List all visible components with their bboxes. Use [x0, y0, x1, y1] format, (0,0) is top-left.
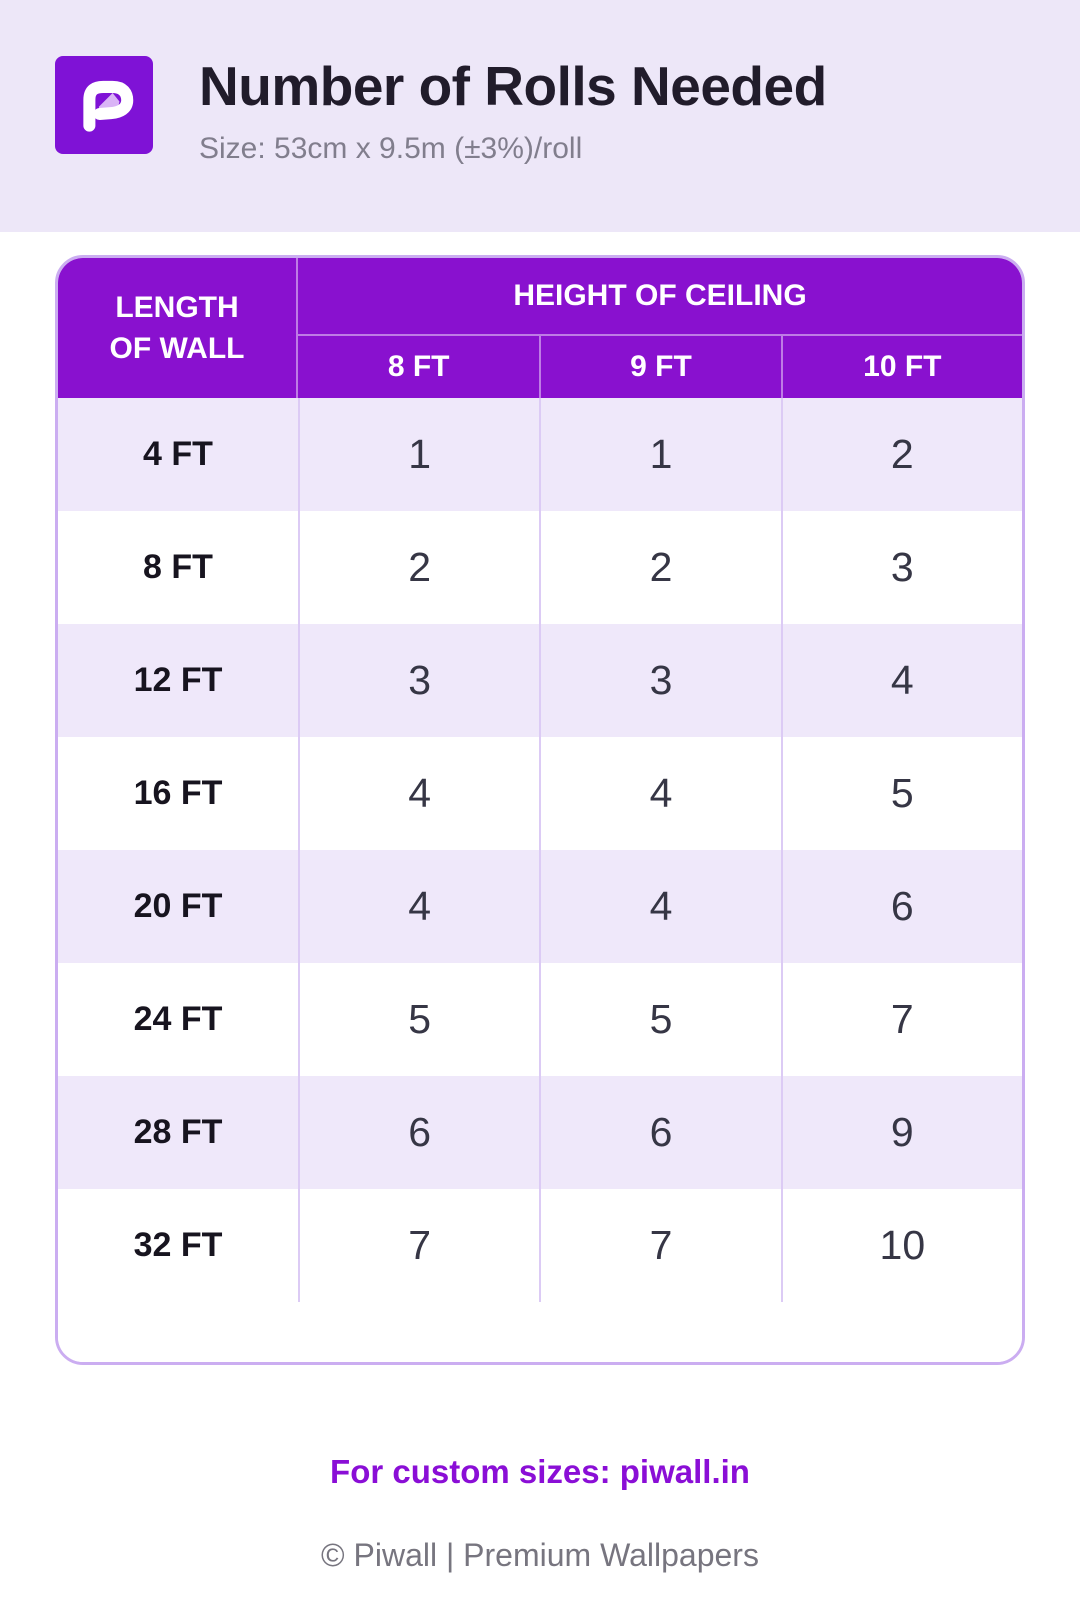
rolls-table-card: LENGTH OF WALL HEIGHT OF CEILING 8 FT 9 … — [55, 255, 1025, 1365]
copyright-text: © Piwall | Premium Wallpapers — [321, 1537, 759, 1573]
row-label: 20 FT — [133, 887, 223, 925]
corner-line1: LENGTH — [115, 290, 239, 324]
row-label: 4 FT — [143, 435, 213, 473]
row-value: 3 — [780, 511, 1022, 624]
piwall-p-icon — [83, 80, 134, 132]
row-value: 5 — [539, 963, 780, 1076]
table-row: 12 FT 3 3 4 — [58, 624, 1022, 737]
row-value: 7 — [780, 963, 1022, 1076]
row-value: 2 — [780, 398, 1022, 511]
table-row: 4 FT 1 1 2 — [58, 398, 1022, 511]
table-row: 28 FT 6 6 9 — [58, 1076, 1022, 1189]
row-value: 6 — [780, 850, 1022, 963]
row-value: 3 — [539, 624, 780, 737]
custom-sizes-link: For custom sizes: piwall.in — [330, 1453, 750, 1490]
table-body: 4 FT 1 1 2 8 FT 2 2 3 12 FT 3 3 4 16 FT … — [58, 398, 1022, 1302]
table-row: 32 FT 7 7 10 — [58, 1189, 1022, 1302]
row-value: 4 — [298, 850, 539, 963]
row-value: 4 — [539, 737, 780, 850]
column-header-9ft: 9 FT — [539, 336, 780, 398]
column-header-length-of-wall: LENGTH OF WALL — [58, 258, 298, 398]
row-value: 10 — [780, 1189, 1022, 1302]
row-label: 8 FT — [143, 548, 213, 586]
row-label: 32 FT — [133, 1226, 223, 1264]
footer: For custom sizes: piwall.in © Piwall | P… — [0, 1453, 1080, 1574]
column-header-8ft: 8 FT — [387, 350, 450, 383]
row-label: 16 FT — [133, 774, 223, 812]
table-row: 16 FT 4 4 5 — [58, 737, 1022, 850]
column-header-10ft: 10 FT — [780, 336, 1022, 398]
row-label: 12 FT — [133, 661, 223, 699]
row-value: 4 — [298, 737, 539, 850]
table-row: 8 FT 2 2 3 — [58, 511, 1022, 624]
table-header: LENGTH OF WALL HEIGHT OF CEILING 8 FT 9 … — [58, 258, 1022, 398]
row-label: 28 FT — [133, 1113, 223, 1151]
row-value: 4 — [780, 624, 1022, 737]
row-value: 3 — [298, 624, 539, 737]
row-value: 2 — [539, 511, 780, 624]
sub-header-row: 8 FT 9 FT 10 FT — [298, 336, 1022, 398]
header-band: Number of Rolls Needed Size: 53cm x 9.5m… — [0, 0, 1080, 232]
group-header-height-of-ceiling: HEIGHT OF CEILING — [298, 258, 1022, 336]
corner-line2: OF WALL — [109, 332, 245, 365]
row-label: 24 FT — [133, 1000, 223, 1038]
piwall-logo — [55, 56, 153, 154]
page-title: Number of Rolls Needed — [199, 55, 827, 117]
row-value: 1 — [539, 398, 780, 511]
header-right: HEIGHT OF CEILING 8 FT 9 FT 10 FT — [298, 258, 1022, 398]
row-value: 2 — [298, 511, 539, 624]
row-value: 7 — [539, 1189, 780, 1302]
title-block: Number of Rolls Needed Size: 53cm x 9.5m… — [199, 56, 827, 166]
table-row: 24 FT 5 5 7 — [58, 963, 1022, 1076]
row-value: 5 — [780, 737, 1022, 850]
row-value: 6 — [539, 1076, 780, 1189]
page-subtitle: Size: 53cm x 9.5m (±3%)/roll — [199, 131, 583, 165]
row-value: 6 — [298, 1076, 539, 1189]
row-value: 7 — [298, 1189, 539, 1302]
row-value: 1 — [298, 398, 539, 511]
row-value: 5 — [298, 963, 539, 1076]
row-value: 9 — [780, 1076, 1022, 1189]
card-bottom-padding — [58, 1302, 1022, 1362]
row-value: 4 — [539, 850, 780, 963]
table-row: 20 FT 4 4 6 — [58, 850, 1022, 963]
